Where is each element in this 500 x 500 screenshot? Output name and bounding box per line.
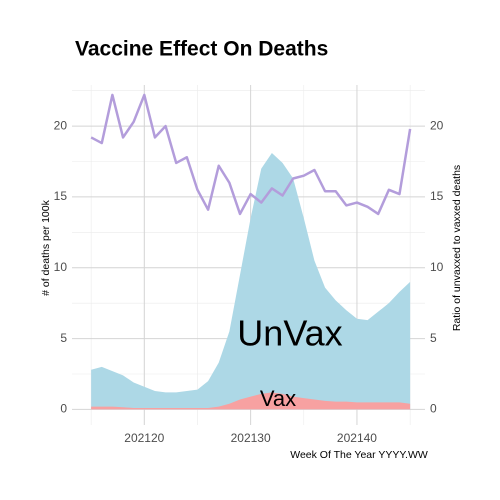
y-tick-label: 15 (54, 189, 68, 203)
area (91, 392, 411, 410)
y2-axis-title: Ratio of unvaxxed to vaxxed deaths (451, 165, 463, 331)
y-axis-title: # of deaths per 100k (40, 199, 52, 295)
y-tick-label: 0 (60, 402, 67, 416)
y2-tick-label: 10 (430, 260, 444, 274)
x-tick-label: 202120 (124, 431, 164, 445)
ratio-line (90, 93, 412, 216)
y2-tick-label: 0 (430, 402, 437, 416)
y2-tick-label: 5 (430, 331, 437, 345)
y-tick-label: 20 (54, 118, 68, 132)
annotation: UnVax (237, 313, 342, 354)
y2-tick-label: 15 (430, 189, 444, 203)
area (91, 153, 411, 410)
x-tick-label: 202140 (337, 431, 377, 445)
y-tick-label: 10 (54, 260, 68, 274)
chart-title: Vaccine Effect On Deaths (75, 38, 328, 61)
y2-tick-label: 20 (430, 118, 444, 132)
annotation: Vax (260, 386, 296, 411)
x-axis-title: Week Of The Year YYYY.WW (290, 449, 428, 461)
x-tick-label: 202130 (231, 431, 271, 445)
y-tick-label: 5 (60, 331, 67, 345)
